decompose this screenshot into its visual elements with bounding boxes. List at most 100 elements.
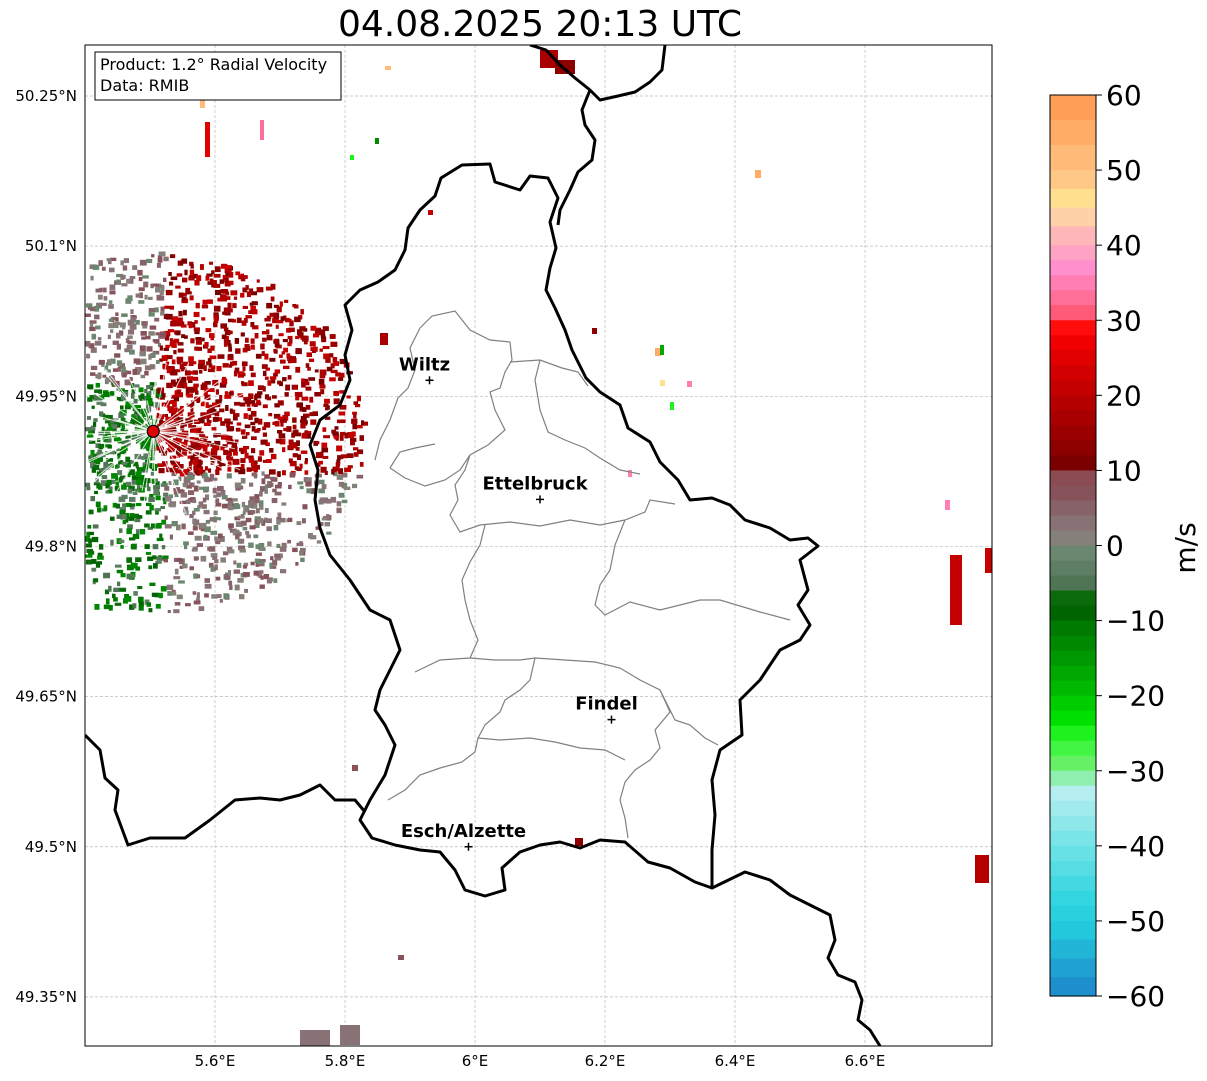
echo-pixel: [232, 458, 240, 465]
echo-pixel: [177, 348, 184, 353]
echo-pixel: [138, 287, 145, 292]
echo-pixel: [104, 589, 110, 595]
echo-pixel: [246, 291, 251, 298]
echo-pixel: [167, 329, 175, 333]
echo-pixel: [140, 331, 147, 336]
echo-pixel: [226, 272, 234, 278]
echo-pixel: [181, 563, 188, 569]
echo-pixel: [288, 458, 293, 464]
echo-pixel: [136, 479, 143, 486]
echo-pixel: [301, 433, 308, 439]
echo-pixel: [341, 499, 348, 504]
echo-pixel: [114, 602, 122, 606]
echo-pixel: [195, 429, 201, 435]
echo-pixel: [338, 411, 346, 416]
colorbar-band: [1050, 260, 1096, 276]
lon-tick-label: 6.2°E: [585, 1052, 626, 1070]
echo-pixel: [142, 478, 149, 483]
echo-pixel: [147, 400, 152, 406]
echo-pixel: [88, 509, 94, 515]
echo-streak: [152, 362, 167, 432]
echo-pixel: [126, 278, 131, 284]
echo-pixel: [153, 388, 160, 395]
echo-pixel: [171, 316, 179, 321]
echo-pixel: [216, 594, 222, 599]
echo-pixel: [117, 470, 123, 476]
echo-pixel: [209, 517, 216, 522]
echo-pixel: [196, 597, 200, 602]
echo-pixel: [196, 543, 204, 547]
echo-pixel: [170, 423, 176, 428]
echo-pixel: [210, 336, 215, 341]
echo-pixel: [129, 503, 136, 507]
echo-pixel: [200, 412, 207, 418]
echo-pixel: [195, 346, 203, 351]
echo-pixel: [159, 533, 163, 539]
echo-pixel: [278, 432, 282, 439]
echo-pixel: [188, 361, 194, 367]
echo-pixel: [320, 389, 325, 395]
echo-pixel: [230, 290, 238, 296]
echo-pixel: [204, 578, 210, 583]
echo-pixel: [228, 391, 234, 396]
echo-pixel: [190, 264, 194, 269]
echo-pixel: [89, 395, 94, 400]
echo-pixel: [249, 482, 254, 487]
colorbar-band: [1050, 425, 1096, 441]
echo-pixel: [146, 459, 150, 463]
echo-pixel: [203, 437, 207, 443]
echo-pixel: [338, 470, 343, 475]
lat-tick-label: 49.65°N: [15, 688, 77, 706]
echo-pixel: [231, 498, 238, 502]
echo-pixel: [137, 467, 145, 472]
echo-pixel: [234, 439, 239, 444]
echo-pixel: [90, 372, 96, 376]
echo-pixel: [106, 458, 114, 462]
radar-site-marker[interactable]: [146, 424, 160, 438]
echo-pixel: [249, 365, 254, 371]
echo-pixel: [193, 327, 200, 332]
echo-pixel: [121, 484, 127, 490]
echo-pixel: [85, 536, 90, 542]
echo-pixel: [110, 479, 116, 484]
echo-pixel: [189, 269, 195, 276]
echo-pixel: [173, 479, 179, 486]
echo-pixel: [98, 544, 104, 550]
echo-pixel: [213, 305, 221, 312]
echo-pixel: [295, 562, 299, 566]
echo-pixel: [88, 343, 95, 349]
echo-pixel: [228, 523, 234, 529]
echo-pixel: [210, 530, 218, 535]
echo-pixel: [141, 440, 146, 446]
echo-pixel: [111, 473, 118, 479]
echo-pixel: [257, 385, 264, 391]
echo-pixel: [239, 402, 246, 407]
echo-pixel: [168, 494, 173, 499]
colorbar-band: [1050, 290, 1096, 306]
echo-pixel: [121, 424, 125, 430]
echo-pixel: [326, 531, 332, 535]
echo-pixel: [198, 606, 205, 612]
echo-pixel: [94, 604, 100, 610]
echo-pixel: [212, 445, 218, 451]
echo-pixel: [104, 365, 109, 371]
echo-pixel: [113, 587, 120, 592]
echo-pixel: [132, 461, 139, 467]
echo-pixel: [229, 585, 233, 591]
echo-cluster: [385, 66, 391, 70]
echo-pixel: [126, 528, 132, 535]
echo-pixel: [176, 356, 184, 363]
echo-pixel: [117, 455, 121, 460]
echo-pixel: [141, 455, 145, 460]
colorbar-band: [1050, 207, 1096, 227]
echo-pixel: [273, 578, 278, 583]
echo-pixel: [195, 337, 202, 341]
radar-site-dot[interactable]: [146, 424, 160, 438]
echo-pixel: [85, 340, 91, 347]
echo-pixel: [287, 359, 292, 364]
echo-pixel: [97, 337, 102, 341]
echo-pixel: [97, 294, 103, 300]
colorbar-band: [1050, 800, 1096, 817]
colorbar-band: [1050, 635, 1096, 652]
